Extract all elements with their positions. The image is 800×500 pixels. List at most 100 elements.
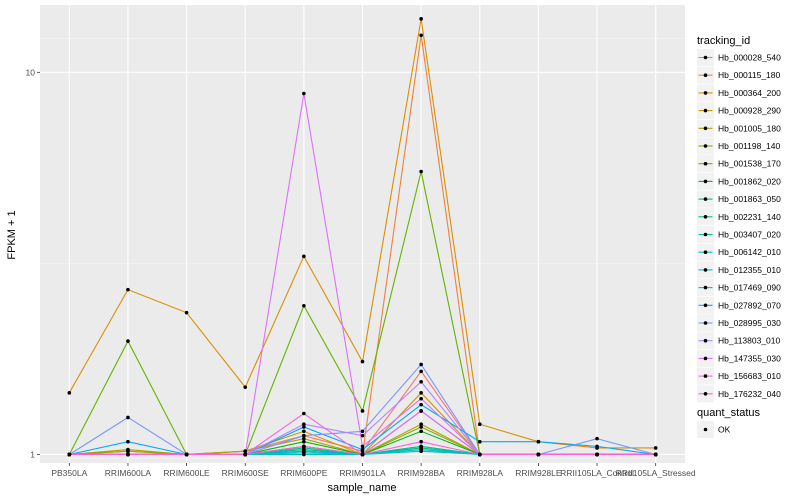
legend-label: Hb_001863_050 <box>718 194 781 204</box>
legend-label: Hb_001862_020 <box>718 176 781 186</box>
data-point <box>302 444 306 449</box>
data-point <box>595 436 599 441</box>
x-tick-label: RRIM600LE <box>163 468 210 478</box>
legend-label: Hb_027892_070 <box>718 300 781 310</box>
data-point <box>302 439 306 444</box>
y-tick-label: 1 <box>30 449 35 459</box>
data-point <box>126 339 130 343</box>
x-tick-label: RRIM928LA <box>457 468 504 478</box>
legend-label: Hb_176232_040 <box>718 389 781 399</box>
legend-key-point <box>703 321 708 325</box>
data-point <box>419 439 423 444</box>
data-point <box>126 449 130 453</box>
data-point <box>302 436 306 441</box>
legend-key-point <box>703 126 708 131</box>
data-point <box>360 444 365 449</box>
legend-label: Hb_000928_290 <box>718 106 781 116</box>
data-point <box>419 444 423 449</box>
legend-key-point <box>703 108 708 113</box>
legend-key-point <box>703 73 708 77</box>
data-point <box>419 447 423 452</box>
data-point <box>243 385 248 389</box>
legend-key-point <box>703 161 708 166</box>
legend-shape-point <box>703 427 708 432</box>
x-tick-label: RRII105LA_Stressed <box>616 468 696 478</box>
legend-key-point <box>703 338 708 343</box>
legend-label: Hb_156683_010 <box>718 371 781 381</box>
data-point <box>419 33 423 38</box>
data-point <box>419 396 423 401</box>
x-tick-label: RRIM901LA <box>339 468 386 478</box>
x-tick-label: RRIM600LA <box>105 468 152 478</box>
data-point <box>360 359 365 364</box>
legend-key-point <box>703 55 708 60</box>
data-point <box>536 452 541 457</box>
y-axis-title: FPKM + 1 <box>6 210 18 259</box>
legend-label: Hb_113803_010 <box>718 336 781 346</box>
data-point <box>419 402 423 407</box>
data-point <box>360 447 365 452</box>
legend-key-point <box>703 179 708 184</box>
data-point <box>477 439 482 444</box>
data-point <box>126 452 130 457</box>
data-point <box>419 17 423 21</box>
data-point <box>126 415 130 420</box>
legend-key-point <box>703 374 708 378</box>
data-point <box>419 422 423 427</box>
data-point <box>419 379 423 384</box>
data-point <box>302 254 306 259</box>
data-point <box>419 429 423 434</box>
legend-shape-label: OK <box>718 425 731 435</box>
data-point <box>302 422 306 427</box>
y-tick-label: 10 <box>26 67 36 77</box>
legend-key-point <box>703 197 708 201</box>
data-point <box>184 452 189 457</box>
legend-key-point <box>703 285 708 290</box>
x-tick-label: RRII105LA_Control <box>560 468 634 478</box>
legend-label: Hb_017469_090 <box>718 283 781 293</box>
legend-label: Hb_001198_140 <box>718 141 781 151</box>
legend-label: Hb_003407_020 <box>718 230 781 240</box>
legend-label: Hb_000115_180 <box>718 70 781 80</box>
data-point <box>419 369 423 374</box>
legend-label: Hb_006142_010 <box>718 247 781 257</box>
data-point <box>184 310 189 315</box>
data-point <box>360 429 365 434</box>
data-point <box>419 409 423 413</box>
legend-key-point <box>703 356 708 361</box>
data-point <box>419 169 423 174</box>
data-point <box>536 439 541 444</box>
data-point <box>360 452 365 457</box>
legend-key-point <box>703 232 708 237</box>
data-point <box>302 425 306 429</box>
x-tick-label: PB350LA <box>51 468 87 478</box>
x-tick-label: RRIM928LE <box>515 468 562 478</box>
data-point <box>477 452 482 457</box>
data-point <box>302 449 306 453</box>
data-point <box>67 452 72 457</box>
data-point <box>302 303 306 308</box>
data-point <box>243 452 248 457</box>
data-point <box>126 287 130 292</box>
data-point <box>302 411 306 416</box>
legend-key-point <box>703 268 708 272</box>
data-point <box>653 452 658 457</box>
legend-label: Hb_147355_030 <box>718 353 781 363</box>
data-point <box>126 439 130 444</box>
data-point <box>360 409 365 413</box>
data-point <box>477 422 482 427</box>
legend-label: Hb_001005_180 <box>718 123 781 133</box>
data-point <box>595 444 599 449</box>
data-point <box>419 362 423 367</box>
data-point <box>302 433 306 438</box>
data-point <box>302 429 306 434</box>
data-point <box>419 391 423 395</box>
x-tick-label: RRIM928BA <box>398 468 446 478</box>
legend-title: tracking_id <box>697 35 750 47</box>
legend-label: Hb_001538_170 <box>718 159 781 169</box>
legend-label: Hb_002231_140 <box>718 212 781 222</box>
legend-key-point <box>703 303 708 308</box>
data-point <box>67 391 72 395</box>
legend-shape-title: quant_status <box>697 407 760 419</box>
